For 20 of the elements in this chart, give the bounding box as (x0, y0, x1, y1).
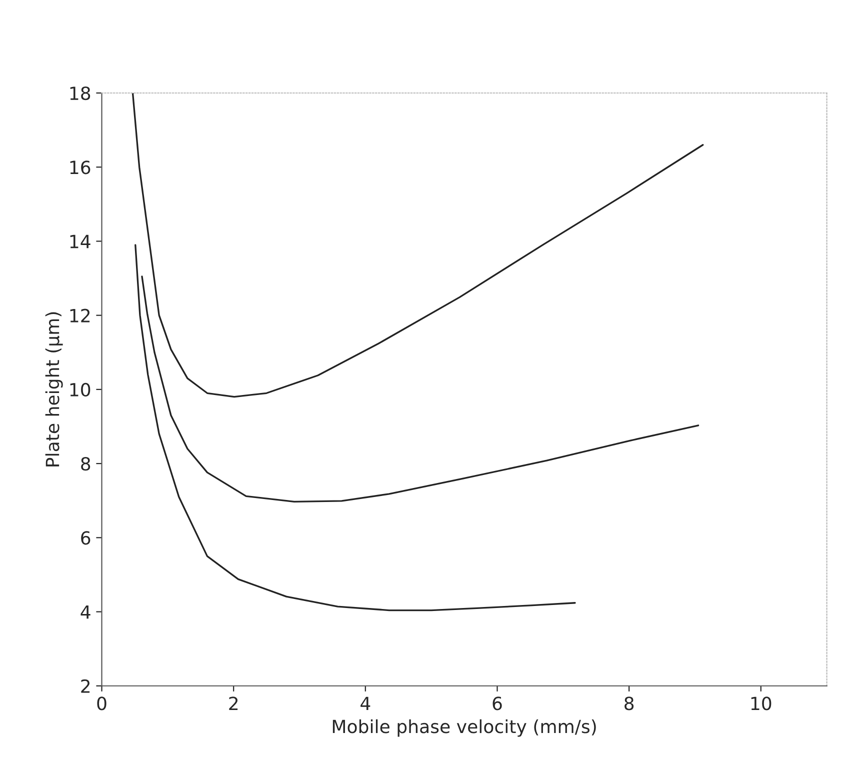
y-tick-label: 2 (81, 679, 90, 693)
line-series (132, 93, 704, 398)
y-tick-label: 12 (70, 308, 90, 322)
y-tick-label: 18 (70, 86, 90, 100)
x-tick-label: 0 (97, 696, 106, 710)
x-tick-label: 2 (229, 696, 238, 710)
x-axis-title: Mobile phase velocity (mm/s) (332, 719, 596, 737)
y-tick-label: 16 (70, 160, 90, 174)
y-tick-label: 4 (80, 605, 90, 619)
line-series (141, 276, 700, 503)
y-tick-label: 6 (81, 531, 90, 545)
y-axis-title: Plate height (µm) (45, 312, 63, 466)
y-tick-label: 8 (81, 457, 90, 471)
x-tick-label: 8 (624, 696, 634, 710)
x-tick-label: 6 (492, 696, 502, 710)
y-tick-label: 14 (70, 234, 90, 248)
x-tick-label: 10 (751, 696, 772, 710)
line-series (134, 244, 576, 612)
y-tick-label: 10 (70, 382, 90, 397)
x-tick-label: 4 (360, 696, 370, 710)
